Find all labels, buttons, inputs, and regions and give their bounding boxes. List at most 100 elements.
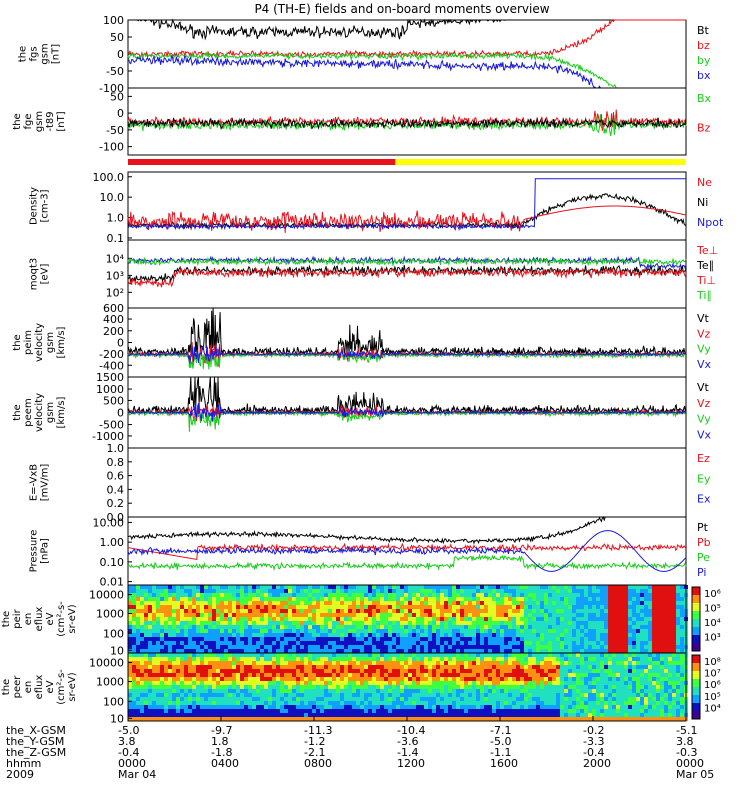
heatmap-cell [260,597,264,601]
heatmap-cell [412,661,416,665]
heatmap-cell [640,677,644,681]
heatmap-cell [528,705,532,709]
heatmap-cell [480,709,484,713]
heatmap-cell [492,613,496,617]
heatmap-cell [216,617,220,621]
heatmap-cell [352,717,356,721]
heatmap-cell [488,593,492,597]
heatmap-cell [356,593,360,597]
heatmap-cell [660,649,664,653]
heatmap-cell [476,597,480,601]
heatmap-cell [204,601,208,605]
heatmap-cell [520,617,524,621]
heatmap-cell [384,593,388,597]
heatmap-cell [428,601,432,605]
heatmap-cell [300,673,304,677]
heatmap-cell [372,661,376,665]
y-tick-label: 0.10 [100,556,125,569]
heatmap-cell [208,697,212,701]
heatmap-cell [232,601,236,605]
heatmap-cell [336,693,340,697]
heatmap-cell [408,613,412,617]
heatmap-cell [556,613,560,617]
heatmap-cell [204,713,208,717]
heatmap-cell [308,609,312,613]
heatmap-cell [552,649,556,653]
heatmap-cell [468,613,472,617]
heatmap-cell [680,645,684,649]
heatmap-cell [536,633,540,637]
heatmap-cell [396,697,400,701]
heatmap-cell [280,613,284,617]
heatmap-cell [388,673,392,677]
heatmap-cell [344,681,348,685]
heatmap-cell [428,693,432,697]
heatmap-cell [672,713,676,717]
heatmap-cell [272,589,276,593]
heatmap-cell [552,605,556,609]
heatmap-cell [164,657,168,661]
heatmap-cell [300,625,304,629]
heatmap-cell [528,673,532,677]
heatmap-cell [168,701,172,705]
heatmap-cell [620,617,624,621]
heatmap-cell [464,685,468,689]
heatmap-cell [240,605,244,609]
heatmap-cell [464,701,468,705]
heatmap-cell [604,637,608,641]
heatmap-cell [204,613,208,617]
heatmap-cell [468,601,472,605]
heatmap-cell [276,701,280,705]
heatmap-cell [212,621,216,625]
heatmap-cell [188,621,192,625]
heatmap-cell [352,637,356,641]
heatmap-cell [424,689,428,693]
heatmap-cell [168,597,172,601]
heatmap-cell [516,625,520,629]
heatmap-cell [196,709,200,713]
heatmap-cell [216,713,220,717]
heatmap-cell [436,601,440,605]
heatmap-cell [400,653,404,657]
heatmap-cell [384,709,388,713]
heatmap-cell [248,697,252,701]
colorbar-tick-label: 10⁵ [704,604,721,615]
heatmap-cell [384,677,388,681]
heatmap-cell [144,621,148,625]
heatmap-cell [336,657,340,661]
heatmap-cell [436,689,440,693]
heatmap-cell [232,605,236,609]
heatmap-cell [524,673,528,677]
heatmap-cell [440,693,444,697]
heatmap-cell [296,665,300,669]
heatmap-cell [480,609,484,613]
heatmap-cell [664,681,668,685]
heatmap-cell [452,645,456,649]
heatmap-cell [224,713,228,717]
heatmap-cell [636,617,640,621]
heatmap-cell [556,653,560,657]
heatmap-cell [304,717,308,721]
heatmap-cell [400,701,404,705]
heatmap-cell [532,689,536,693]
heatmap-cell [288,593,292,597]
heatmap-cell [544,605,548,609]
heatmap-cell [664,669,668,673]
heatmap-cell [420,605,424,609]
heatmap-cell [680,713,684,717]
heatmap-cell [168,621,172,625]
y-tick-label: -500 [99,419,124,432]
heatmap-cell [644,665,648,669]
heatmap-cell [488,641,492,645]
heatmap-cell [220,585,224,589]
heatmap-cell [212,645,216,649]
heatmap-cell [188,645,192,649]
heatmap-cell [192,621,196,625]
heatmap-cell [420,673,424,677]
heatmap-cell [316,613,320,617]
heatmap-cell [544,649,548,653]
heatmap-cell [268,673,272,677]
heatmap-cell [608,685,612,689]
series-tipar2 [127,255,687,268]
heatmap-cell [156,689,160,693]
